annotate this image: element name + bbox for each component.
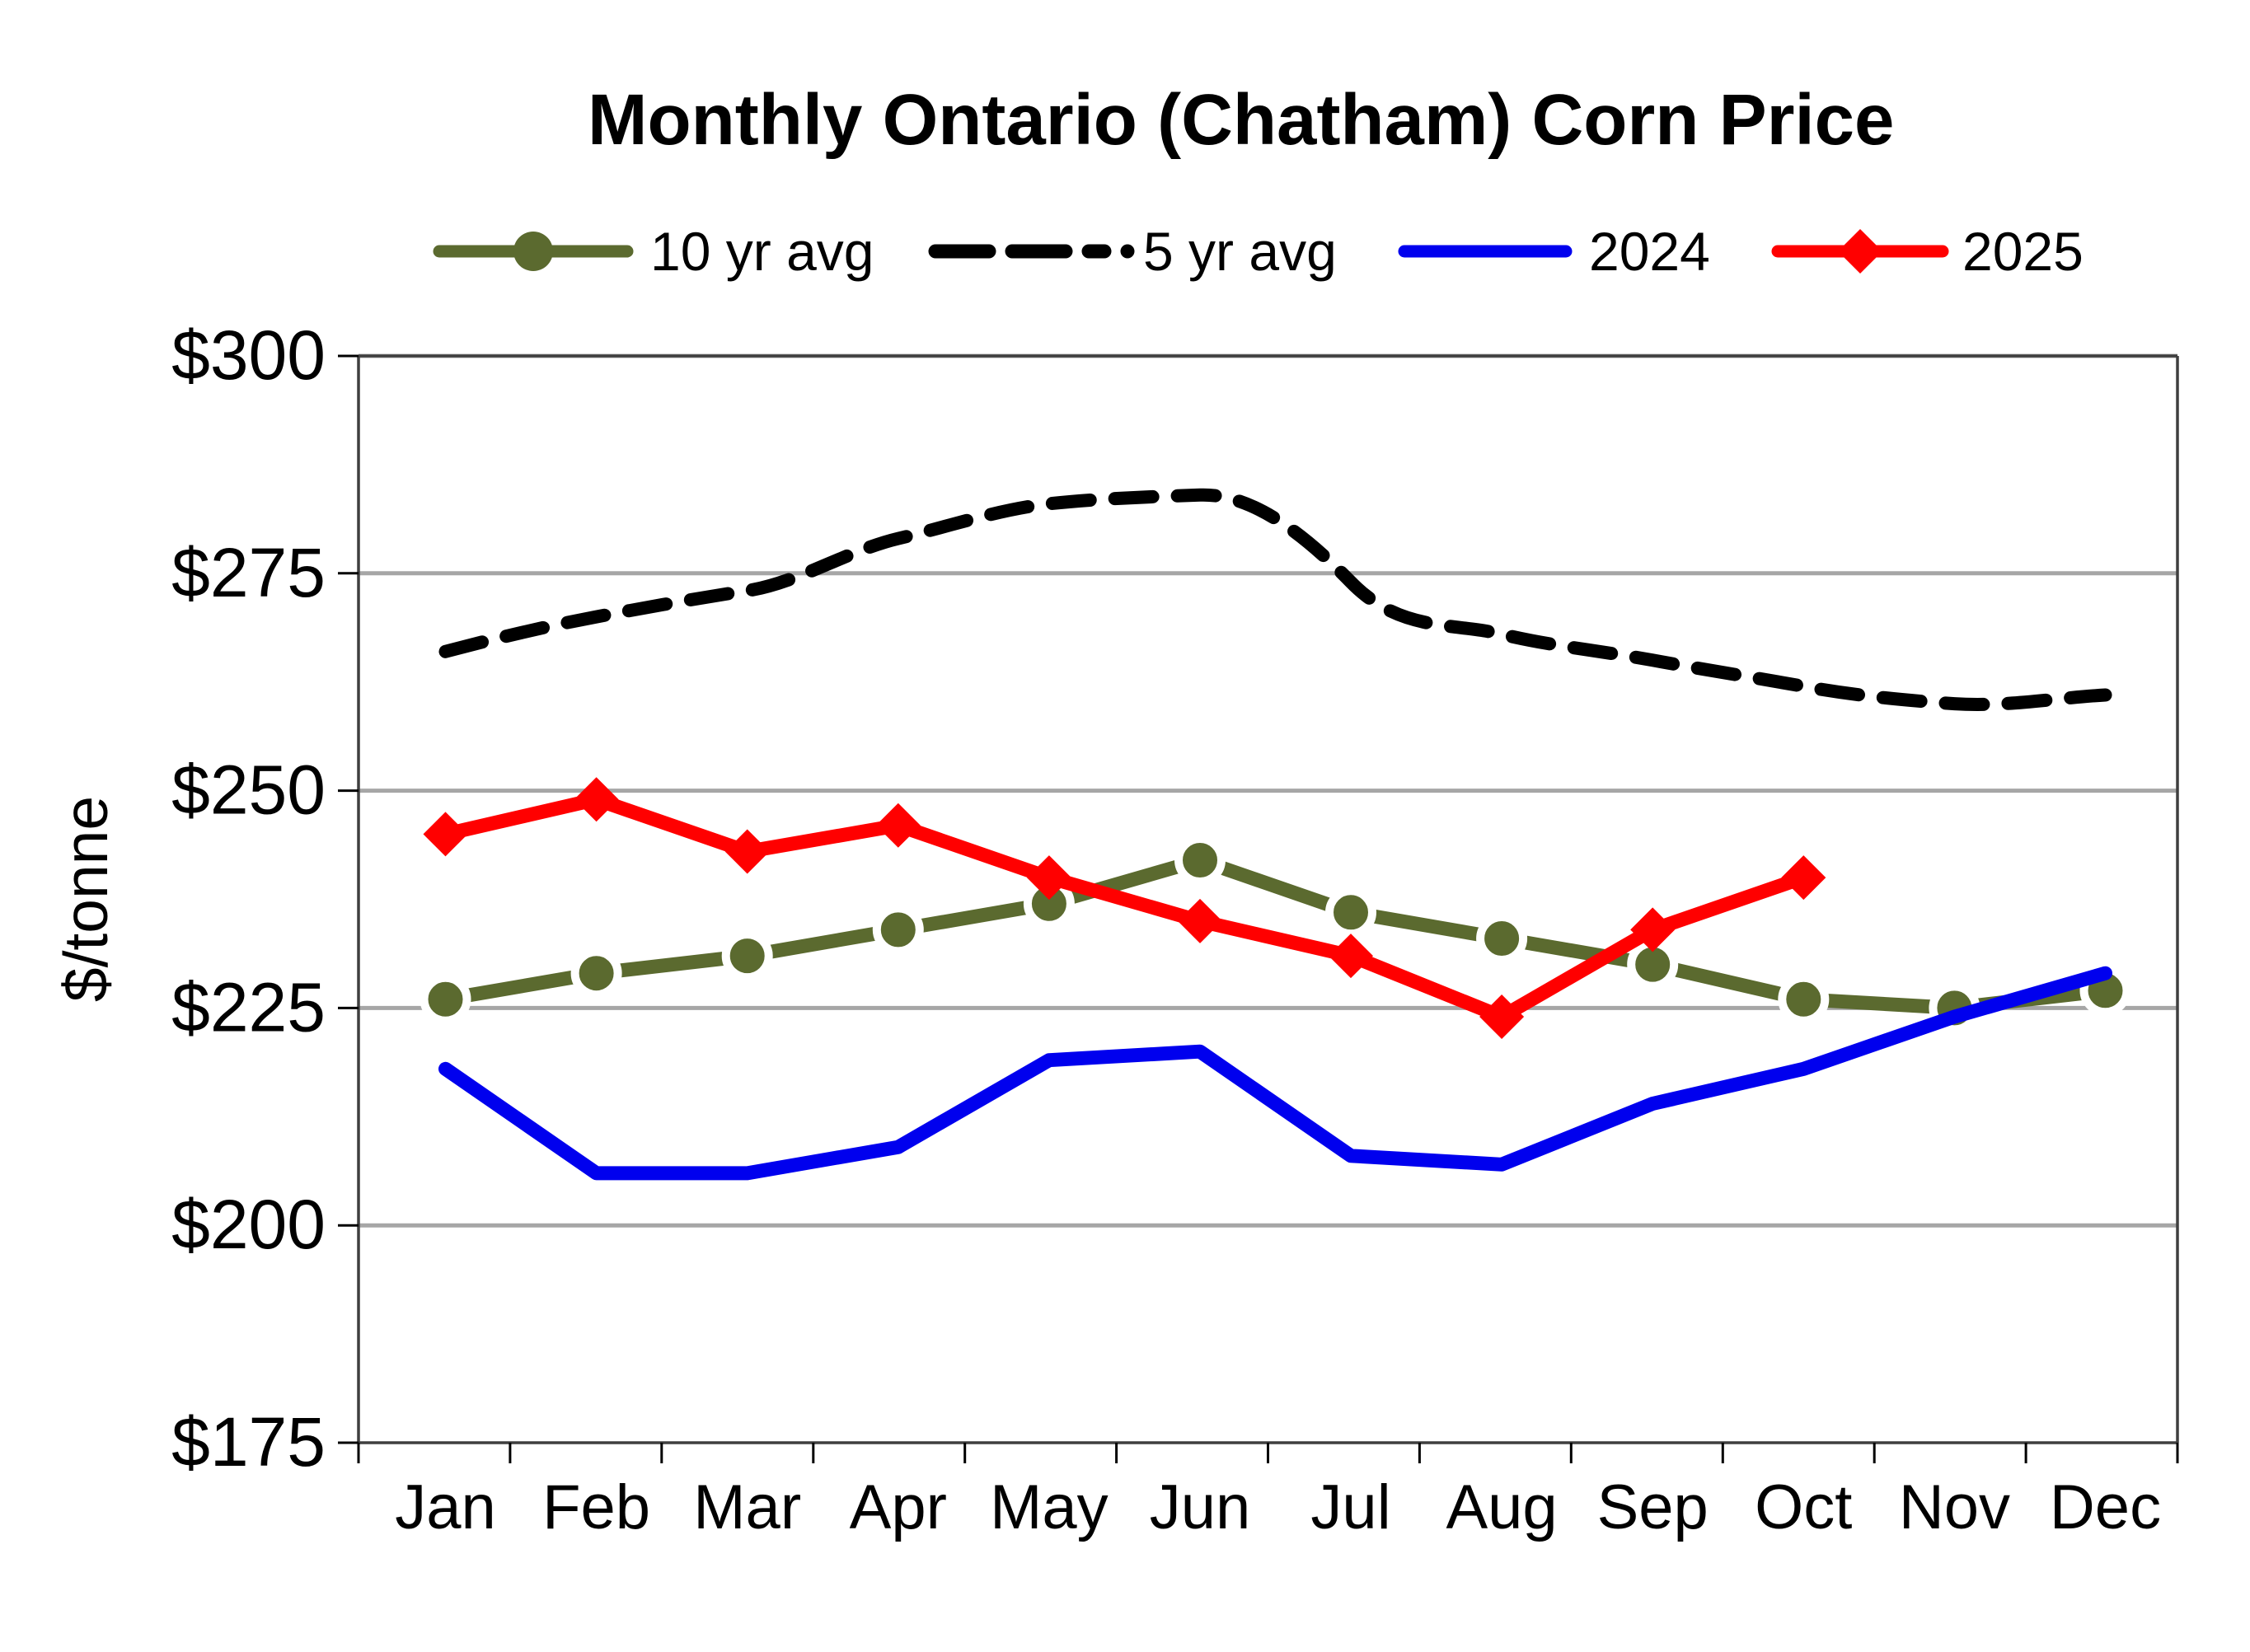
svg-text:Aug: Aug — [1446, 1472, 1557, 1542]
svg-text:$/tonne: $/tonne — [51, 796, 120, 1002]
svg-text:Jul: Jul — [1310, 1472, 1390, 1542]
svg-text:$250: $250 — [171, 751, 326, 829]
svg-text:2025: 2025 — [1962, 221, 2084, 282]
svg-text:Jun: Jun — [1150, 1472, 1251, 1542]
svg-text:Feb: Feb — [542, 1472, 650, 1542]
svg-text:$225: $225 — [171, 968, 326, 1046]
svg-text:Nov: Nov — [1899, 1472, 2010, 1542]
svg-text:5 yr avg: 5 yr avg — [1143, 221, 1337, 282]
svg-text:Jan: Jan — [395, 1472, 496, 1542]
svg-text:$175: $175 — [171, 1403, 326, 1481]
svg-text:$275: $275 — [171, 534, 326, 611]
svg-text:Apr: Apr — [850, 1472, 947, 1542]
svg-text:$200: $200 — [171, 1186, 326, 1263]
svg-text:Dec: Dec — [2050, 1472, 2161, 1542]
svg-text:2024: 2024 — [1589, 221, 1710, 282]
svg-text:Oct: Oct — [1755, 1472, 1852, 1542]
svg-text:Sep: Sep — [1597, 1472, 1709, 1542]
svg-text:Mar: Mar — [693, 1472, 801, 1542]
svg-text:Monthly Ontario (Chatham) Corn: Monthly Ontario (Chatham) Corn Price — [588, 80, 1894, 160]
svg-text:May: May — [990, 1472, 1109, 1542]
svg-text:$300: $300 — [171, 316, 326, 394]
svg-text:10 yr avg: 10 yr avg — [650, 221, 874, 282]
